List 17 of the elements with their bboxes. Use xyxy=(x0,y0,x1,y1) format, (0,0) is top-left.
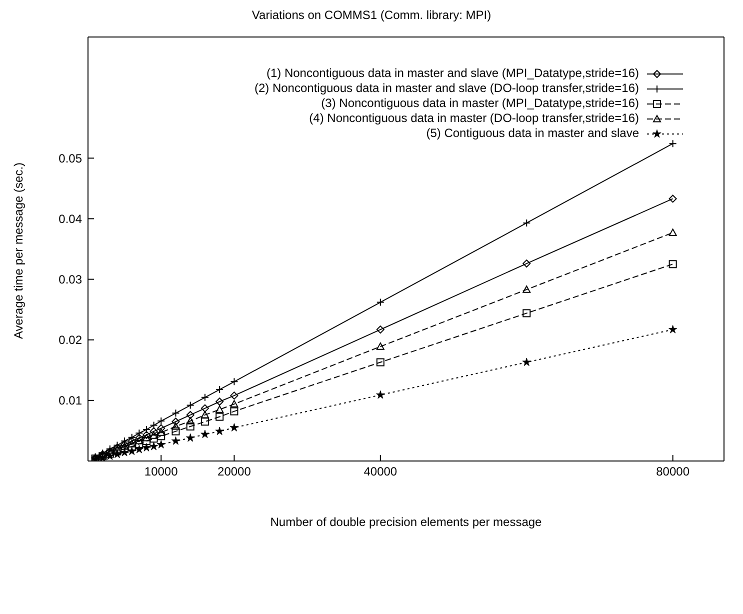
y-tick-label: 0.03 xyxy=(58,272,82,287)
x-tick-label: 10000 xyxy=(144,464,178,479)
legend-label: (1) Noncontiguous data in master and slave (MPI_Datatype,stride=16) xyxy=(266,66,639,81)
y-tick-label: 0.04 xyxy=(58,212,82,226)
legend-label: (5) Contiguous data in master and slave xyxy=(426,126,639,141)
chart-title: Variations on COMMS1 (Comm. library: MPI) xyxy=(250,8,492,24)
y-axis-title: Average time per message (sec.) xyxy=(11,162,26,339)
y-tick-label: 0.05 xyxy=(58,151,82,166)
x-tick-label: 40000 xyxy=(364,464,398,479)
legend-label: (2) Noncontiguous data in master and slave (DO-loop transfer,stride=16) xyxy=(254,81,639,96)
legend-label: (3) Noncontiguous data in master (MPI_Datatype,stride=16) xyxy=(321,96,639,111)
x-tick-label: 80000 xyxy=(656,464,690,479)
x-axis-title: Number of double precision elements per message xyxy=(270,515,542,529)
x-tick-label: 20000 xyxy=(218,464,252,479)
y-tick-label: 0.01 xyxy=(58,394,82,408)
y-tick-label: 0.02 xyxy=(58,333,82,348)
legend-label: (4) Noncontiguous data in master (DO-loop transfer,stride=16) xyxy=(309,111,639,126)
